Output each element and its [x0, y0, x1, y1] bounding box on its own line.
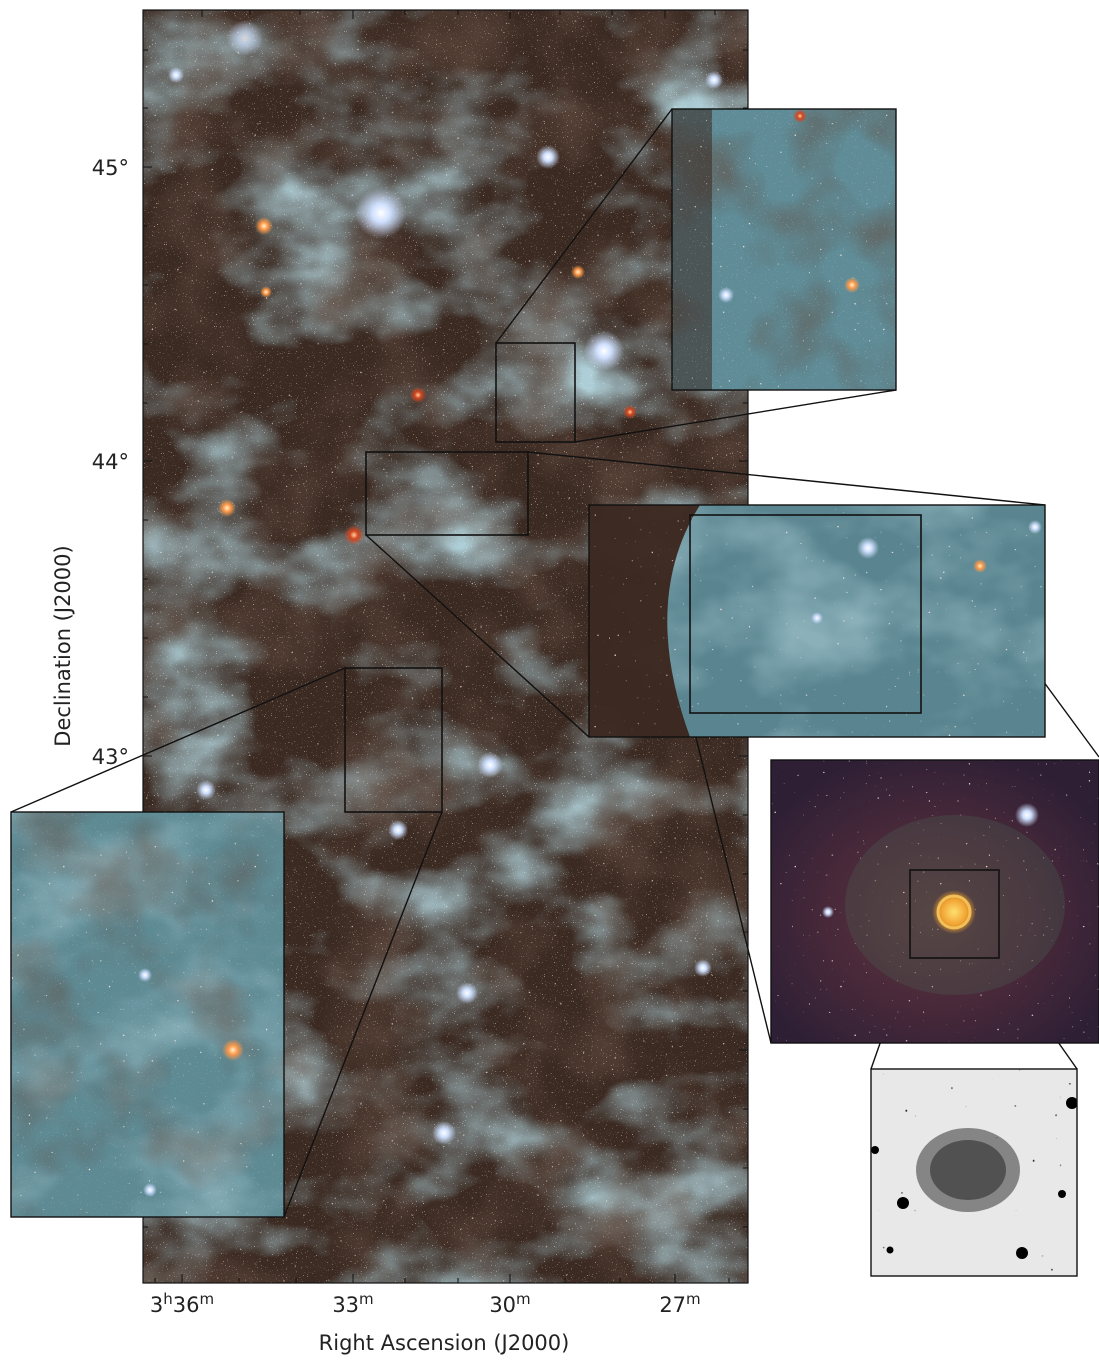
orange-star: [571, 265, 585, 279]
inset-red-subregion-box: [909, 869, 1000, 959]
orange-star: [255, 217, 273, 235]
bright-star: [536, 145, 560, 169]
inset-middle-right-frame: [588, 504, 1046, 738]
y-tick-label: 45°: [92, 156, 129, 180]
bright-star: [355, 187, 407, 239]
bright-star: [705, 71, 723, 89]
inset-grayscale-nebula: [871, 1069, 1077, 1276]
bright-star: [694, 959, 712, 977]
y-tick-label: 43°: [92, 745, 129, 769]
bright-star: [477, 752, 503, 778]
bright-star: [168, 67, 184, 83]
x-tick-label: 33m: [332, 1290, 373, 1317]
x-tick-label: 3h36m: [150, 1290, 214, 1317]
red-star: [410, 387, 426, 403]
y-tick-labels: 45° 44° 43°: [92, 156, 129, 769]
red-star: [344, 525, 364, 545]
inset-left: [11, 812, 284, 1217]
region-box-top: [495, 342, 576, 443]
inset-middle-subregion-box: [689, 514, 922, 714]
x-tick-label: 27m: [659, 1290, 700, 1317]
bright-star: [196, 780, 216, 800]
x-tick-label: 30m: [489, 1290, 530, 1317]
inset-red-nebula-frame: [770, 759, 1099, 1044]
region-boxes: [344, 342, 576, 813]
inset-red-nebula: [771, 760, 1099, 1043]
inset-grayscale-frame: [870, 1068, 1078, 1277]
region-box-middle: [365, 451, 529, 536]
red-star: [623, 405, 637, 419]
bright-star: [584, 331, 624, 371]
inset-top-right-frame: [671, 108, 897, 391]
region-box-lower: [344, 667, 443, 813]
orange-star: [218, 499, 236, 517]
x-axis-title: Right Ascension (J2000): [319, 1331, 570, 1355]
bright-star: [432, 1121, 456, 1145]
orange-star: [260, 286, 272, 298]
bright-star: [227, 20, 263, 56]
y-axis-title: Declination (J2000): [51, 545, 75, 746]
x-tick-labels: 3h36m 33m 30m 27m: [150, 1290, 701, 1317]
inset-left-frame: [10, 811, 285, 1218]
bright-star: [456, 982, 478, 1004]
y-tick-label: 44°: [92, 450, 129, 474]
bright-star: [388, 820, 408, 840]
inset-middle-right: [589, 505, 1045, 737]
inset-top-right: [672, 109, 896, 390]
